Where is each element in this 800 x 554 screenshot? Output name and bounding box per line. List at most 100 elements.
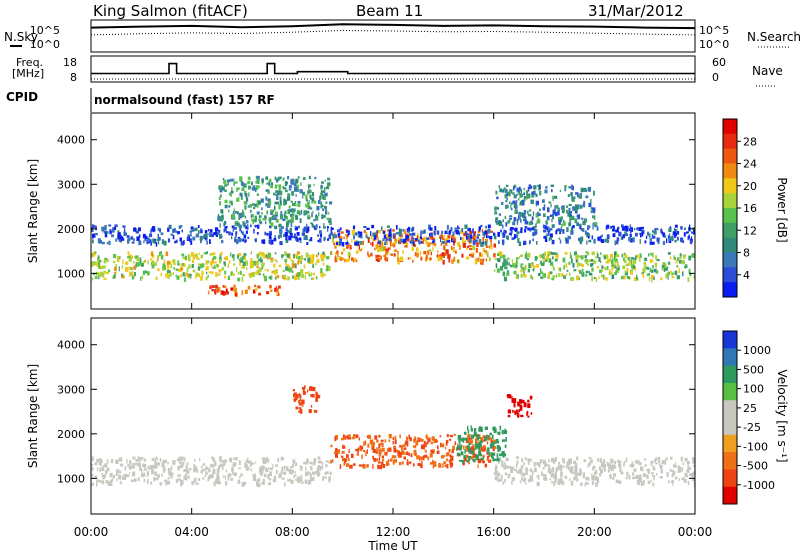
power-cell <box>370 242 372 245</box>
power-cell <box>103 226 107 231</box>
velocity-cell <box>409 461 412 464</box>
velocity-cell <box>501 451 505 454</box>
power-cell <box>593 276 596 280</box>
power-cell <box>416 236 419 241</box>
power-cell <box>302 191 305 196</box>
velocity-cell <box>536 475 540 479</box>
velocity-cell <box>657 456 661 460</box>
power-cell <box>130 255 133 259</box>
power-cell <box>247 205 250 208</box>
power-cell <box>331 238 334 243</box>
velocity-cell <box>196 468 199 473</box>
power-cell <box>637 227 640 231</box>
power-cell <box>336 257 339 260</box>
power-cell <box>568 210 571 213</box>
power-cell <box>185 272 188 276</box>
velocity-cell <box>388 433 392 439</box>
power-cell <box>371 241 374 247</box>
power-cell <box>641 231 644 237</box>
velocity-cell <box>477 458 481 464</box>
velocity-cell <box>293 393 296 398</box>
power-cell <box>230 192 232 197</box>
power-cell <box>633 277 637 282</box>
power-cell <box>235 220 239 224</box>
velocity-cell <box>183 475 186 480</box>
power-cell <box>266 182 270 185</box>
velocity-cell <box>511 477 515 482</box>
power-cell <box>414 238 418 241</box>
power-cell <box>604 254 609 260</box>
velocity-cell <box>680 456 683 462</box>
velocity-cell <box>326 471 329 475</box>
power-cell <box>275 286 278 290</box>
power-cell <box>279 214 284 220</box>
velocity-cell <box>126 474 130 478</box>
velocity-cell <box>643 458 647 461</box>
power-cell <box>443 253 447 256</box>
power-cell <box>275 211 278 215</box>
power-cell <box>264 277 267 282</box>
power-cell <box>496 196 499 200</box>
power-cell <box>616 239 619 245</box>
power-cell <box>645 235 648 240</box>
velocity-cell <box>292 459 296 464</box>
power-cell <box>91 253 93 258</box>
velocity-cell <box>200 469 203 474</box>
power-cell <box>487 253 489 258</box>
power-cell <box>502 224 504 229</box>
power-cell <box>320 201 323 206</box>
velocity-cell <box>217 481 220 485</box>
power-colorbar-tick-label: 28 <box>743 135 757 148</box>
velocity-cell <box>552 473 555 479</box>
velocity-cell <box>366 449 368 454</box>
power-cell <box>504 230 507 234</box>
power-cell <box>474 259 478 265</box>
velocity-cell <box>261 465 263 470</box>
power-cell <box>95 271 100 276</box>
velocity-cell <box>258 477 261 482</box>
velocity-cell <box>618 460 622 463</box>
velocity-cell <box>557 465 560 470</box>
velocity-cell <box>507 414 511 418</box>
power-cell <box>307 205 311 210</box>
velocity-cell <box>283 465 286 470</box>
power-cell <box>447 254 451 259</box>
velocity-cell <box>187 475 190 479</box>
power-cell <box>506 270 510 275</box>
power-cell <box>142 233 146 239</box>
power-cell <box>303 226 308 232</box>
velocity-cell <box>570 460 572 464</box>
power-cell <box>333 242 336 246</box>
power-cell <box>304 274 306 280</box>
power-cell <box>94 233 98 236</box>
power-cell <box>256 270 259 275</box>
velocity-cell <box>184 458 186 462</box>
power-cell <box>375 254 379 259</box>
velocity-cell <box>405 451 409 455</box>
power-cell <box>221 186 225 191</box>
power-cell <box>219 201 222 206</box>
power-cell <box>161 268 164 271</box>
power-cell <box>532 211 535 216</box>
power-cell <box>437 256 441 262</box>
velocity-cell <box>391 455 395 459</box>
power-cell <box>568 222 572 226</box>
power-cell <box>575 259 578 263</box>
velocity-cell <box>693 482 695 487</box>
velocity-cell <box>379 448 382 453</box>
velocity-cell <box>424 449 427 453</box>
power-cell <box>288 235 292 241</box>
power-cell <box>337 232 340 237</box>
power-cell <box>392 234 395 239</box>
power-cell <box>517 238 520 243</box>
velocity-cell <box>348 449 350 453</box>
velocity-cell <box>113 474 116 479</box>
velocity-cell <box>208 467 210 471</box>
power-cell <box>313 183 315 187</box>
velocity-cell <box>466 445 470 448</box>
power-cell <box>306 242 309 245</box>
power-cell <box>487 229 491 234</box>
velocity-cell <box>205 472 209 475</box>
power-cell <box>520 219 522 223</box>
velocity-cell <box>244 464 248 468</box>
